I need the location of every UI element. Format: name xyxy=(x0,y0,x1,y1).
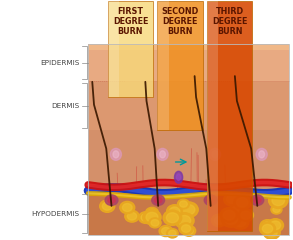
Circle shape xyxy=(161,228,170,235)
Circle shape xyxy=(105,195,118,205)
Ellipse shape xyxy=(157,148,168,160)
Circle shape xyxy=(139,212,153,223)
Circle shape xyxy=(148,209,156,216)
Ellipse shape xyxy=(113,151,119,158)
Circle shape xyxy=(221,211,241,227)
Circle shape xyxy=(102,202,112,210)
Text: HYPODERMIS: HYPODERMIS xyxy=(31,210,79,216)
Circle shape xyxy=(263,226,280,239)
Circle shape xyxy=(125,210,139,222)
Circle shape xyxy=(167,228,178,238)
Circle shape xyxy=(149,218,161,228)
Text: THIRD
DEGREE
BURN: THIRD DEGREE BURN xyxy=(212,7,247,36)
Ellipse shape xyxy=(209,148,221,160)
Circle shape xyxy=(183,205,195,215)
Circle shape xyxy=(224,214,238,224)
Circle shape xyxy=(224,193,240,206)
Text: FIRST
DEGREE
BURN: FIRST DEGREE BURN xyxy=(113,7,148,36)
Circle shape xyxy=(179,202,198,217)
Circle shape xyxy=(163,210,182,225)
Circle shape xyxy=(122,204,132,211)
Circle shape xyxy=(178,199,189,209)
Circle shape xyxy=(146,207,159,218)
Circle shape xyxy=(237,198,248,207)
Circle shape xyxy=(263,222,272,230)
Circle shape xyxy=(234,195,251,210)
Circle shape xyxy=(169,207,180,216)
Circle shape xyxy=(204,195,217,205)
Ellipse shape xyxy=(259,151,265,158)
Circle shape xyxy=(235,218,246,227)
Circle shape xyxy=(238,209,253,222)
Bar xyxy=(88,44,289,234)
Circle shape xyxy=(212,214,227,227)
Circle shape xyxy=(108,197,115,203)
Bar xyxy=(88,44,289,82)
Circle shape xyxy=(169,230,176,236)
Circle shape xyxy=(182,225,196,236)
Circle shape xyxy=(159,226,173,237)
Circle shape xyxy=(100,200,115,212)
Circle shape xyxy=(120,201,135,214)
Circle shape xyxy=(151,220,159,226)
Circle shape xyxy=(146,212,158,222)
Circle shape xyxy=(167,205,183,218)
Circle shape xyxy=(241,211,251,219)
Text: SECOND
DEGREE
BURN: SECOND DEGREE BURN xyxy=(161,7,199,36)
Circle shape xyxy=(220,208,238,222)
Circle shape xyxy=(267,219,284,232)
Circle shape xyxy=(178,216,191,226)
Ellipse shape xyxy=(177,174,180,181)
Bar xyxy=(88,130,289,192)
Ellipse shape xyxy=(110,148,121,160)
Circle shape xyxy=(232,216,249,229)
Circle shape xyxy=(214,216,224,224)
Circle shape xyxy=(166,213,178,223)
Circle shape xyxy=(269,192,288,208)
Circle shape xyxy=(127,212,137,220)
Circle shape xyxy=(260,220,275,232)
Bar xyxy=(88,44,289,50)
Circle shape xyxy=(152,195,165,205)
Circle shape xyxy=(181,225,191,232)
Circle shape xyxy=(185,227,193,234)
Circle shape xyxy=(271,205,282,214)
Bar xyxy=(88,192,289,234)
Circle shape xyxy=(270,221,281,230)
Bar xyxy=(108,1,153,97)
Bar xyxy=(108,1,119,97)
Circle shape xyxy=(229,204,245,216)
Circle shape xyxy=(154,197,162,203)
Circle shape xyxy=(251,195,264,205)
Bar xyxy=(88,82,289,130)
Circle shape xyxy=(273,207,280,212)
Circle shape xyxy=(143,210,161,225)
Text: EPIDERMIS: EPIDERMIS xyxy=(40,60,79,66)
Ellipse shape xyxy=(256,148,267,160)
Circle shape xyxy=(272,195,285,206)
Circle shape xyxy=(175,213,194,228)
Circle shape xyxy=(253,197,261,203)
Circle shape xyxy=(180,201,187,207)
Ellipse shape xyxy=(175,171,183,183)
Bar xyxy=(207,1,218,231)
Bar xyxy=(157,1,203,130)
Circle shape xyxy=(179,223,193,234)
Circle shape xyxy=(207,197,214,203)
Text: DERMIS: DERMIS xyxy=(51,103,79,109)
Circle shape xyxy=(266,228,277,237)
Circle shape xyxy=(141,214,150,221)
Circle shape xyxy=(260,222,275,235)
Ellipse shape xyxy=(212,151,218,158)
Circle shape xyxy=(226,195,237,204)
Circle shape xyxy=(223,210,235,220)
Circle shape xyxy=(262,224,273,233)
Ellipse shape xyxy=(160,151,166,158)
Bar xyxy=(157,1,169,130)
Bar xyxy=(207,1,252,231)
Circle shape xyxy=(232,206,242,214)
